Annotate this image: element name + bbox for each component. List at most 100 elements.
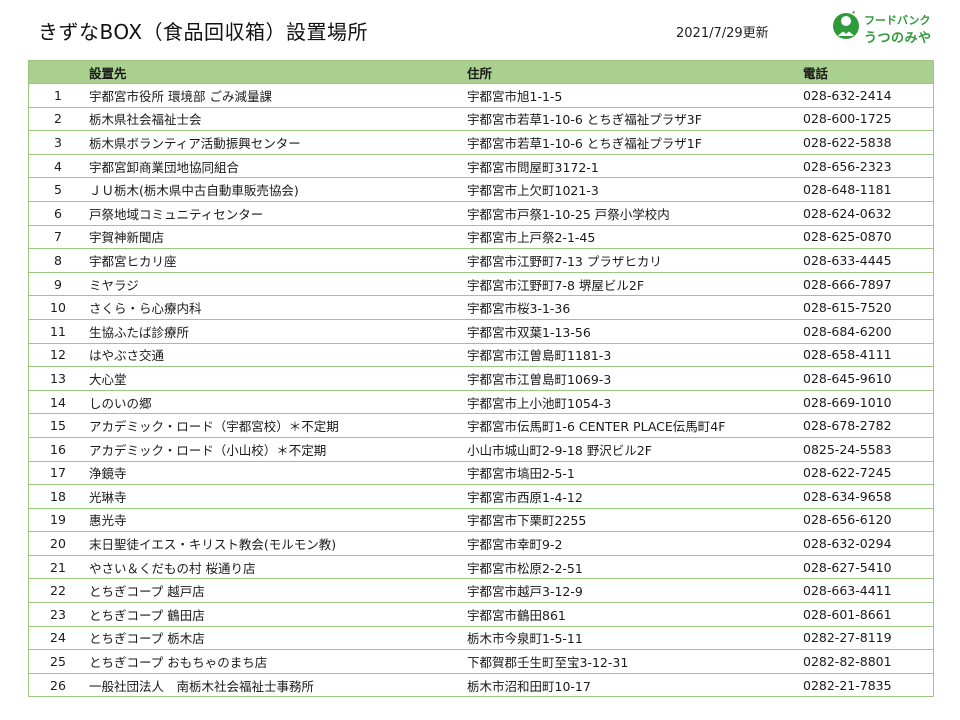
table-row: 4 宇都宮卸商業団地協同組合 宇都宮市問屋町3172-1 028-656-2323 (28, 154, 934, 179)
location-name: 栃木県社会福祉士会 (87, 107, 467, 132)
address: 栃木市沼和田町10-17 (467, 673, 803, 698)
address: 宇都宮市江野町7-8 堺屋ビル2F (467, 272, 803, 297)
location-name: 戸祭地域コミュニティセンター (87, 201, 467, 226)
phone-number: 028-627-5410 (803, 555, 934, 580)
address: 下都賀郡壬生町至宝3-12-31 (467, 649, 803, 674)
location-name: 惠光寺 (87, 508, 467, 533)
phone-number: 028-648-1181 (803, 177, 934, 202)
table-row: 18 光琳寺 宇都宮市西原1-4-12 028-634-9658 (28, 484, 934, 509)
table-row: 24 とちぎコープ 栃木店 栃木市今泉町1-5-11 0282-27-8119 (28, 626, 934, 651)
address: 宇都宮市下栗町2255 (467, 508, 803, 533)
table-row: 7 宇賀神新聞店 宇都宮市上戸祭2-1-45 028-625-0870 (28, 225, 934, 250)
table-header-row: 設置先 住所 電話 (28, 60, 934, 84)
row-number: 11 (28, 319, 87, 344)
row-number: 14 (28, 390, 87, 415)
location-name: 生協ふたば診療所 (87, 319, 467, 344)
location-name: とちぎコープ 栃木店 (87, 626, 467, 651)
address: 宇都宮市鶴田861 (467, 602, 803, 627)
phone-number: 028-632-2414 (803, 83, 934, 108)
location-name: やさい＆くだもの村 桜通り店 (87, 555, 467, 580)
location-name: 宇都宮卸商業団地協同組合 (87, 154, 467, 179)
table-row: 13 大心堂 宇都宮市江曽島町1069-3 028-645-9610 (28, 366, 934, 391)
logo: フードバンク うつのみや (832, 10, 942, 46)
phone-number: 028-615-7520 (803, 295, 934, 320)
location-name: 末日聖徒イエス・キリスト教会(モルモン教) (87, 531, 467, 556)
row-number: 3 (28, 130, 87, 155)
row-number: 19 (28, 508, 87, 533)
phone-number: 028-632-0294 (803, 531, 934, 556)
row-number: 12 (28, 343, 87, 368)
row-number: 22 (28, 578, 87, 604)
table-row: 22 とちぎコープ 越戸店 宇都宮市越戸3-12-9 028-663-4411 (28, 578, 934, 604)
phone-number: 028-645-9610 (803, 366, 934, 391)
row-number: 2 (28, 107, 87, 132)
column-header-phone: 電話 (803, 60, 934, 84)
phone-number: 0282-27-8119 (803, 626, 934, 651)
column-header-number (28, 60, 87, 84)
address: 宇都宮市双葉1-13-56 (467, 319, 803, 344)
address: 宇都宮市江曽島町1069-3 (467, 366, 803, 391)
location-name: 宇賀神新聞店 (87, 225, 467, 250)
table-row: 21 やさい＆くだもの村 桜通り店 宇都宮市松原2-2-51 028-627-5410 (28, 555, 934, 580)
person-with-heart-icon (833, 11, 859, 39)
row-number: 13 (28, 366, 87, 391)
column-header-address: 住所 (467, 60, 803, 84)
row-number: 10 (28, 295, 87, 320)
location-name: はやぶさ交通 (87, 343, 467, 368)
phone-number: 028-622-5838 (803, 130, 934, 155)
table-body: 1 宇都宮市役所 環境部 ごみ減量課 宇都宮市旭1-1-5 028-632-2414 2… (28, 83, 934, 698)
row-number: 9 (28, 272, 87, 297)
row-number: 25 (28, 649, 87, 674)
address: 宇都宮市上小池町1054-3 (467, 390, 803, 415)
address: 宇都宮市西原1-4-12 (467, 484, 803, 509)
row-number: 8 (28, 248, 87, 273)
phone-number: 0282-21-7835 (803, 673, 934, 698)
location-name: とちぎコープ おもちゃのまち店 (87, 649, 467, 674)
phone-number: 028-624-0632 (803, 201, 934, 226)
address: 栃木市今泉町1-5-11 (467, 626, 803, 651)
row-number: 16 (28, 437, 87, 462)
page-title: きずなBOX（食品回収箱）設置場所 (38, 20, 369, 44)
table-row: 2 栃木県社会福祉士会 宇都宮市若草1-10-6 とちぎ福祉プラザ3F 028-600… (28, 107, 934, 132)
row-number: 1 (28, 83, 87, 108)
phone-number: 028-678-2782 (803, 413, 934, 438)
row-number: 6 (28, 201, 87, 226)
location-name: 大心堂 (87, 366, 467, 391)
location-name: 宇都宮ヒカリ座 (87, 248, 467, 273)
table-row: 6 戸祭地域コミュニティセンター 宇都宮市戸祭1-10-25 戸祭小学校内 028-6… (28, 201, 934, 226)
updated-date: 2021/7/29更新 (676, 26, 769, 41)
table-row: 26 一般社団法人 南栃木社会福祉士事務所 栃木市沼和田町10-17 0282-21-… (28, 673, 934, 698)
phone-number: 028-625-0870 (803, 225, 934, 250)
phone-number: 028-634-9658 (803, 484, 934, 509)
location-name: ミヤラジ (87, 272, 467, 297)
phone-number: 0825-24-5583 (803, 437, 934, 462)
address: 宇都宮市伝馬町1-6 CENTER PLACE伝馬町4F (467, 413, 803, 438)
row-number: 17 (28, 461, 87, 486)
location-name: 栃木県ボランティア活動振興センター (87, 130, 467, 155)
table-row: 1 宇都宮市役所 環境部 ごみ減量課 宇都宮市旭1-1-5 028-632-2414 (28, 83, 934, 108)
phone-number: 0282-82-8801 (803, 649, 934, 674)
phone-number: 028-656-2323 (803, 154, 934, 179)
table-row: 23 とちぎコープ 鶴田店 宇都宮市鶴田861 028-601-8661 (28, 602, 934, 627)
address: 宇都宮市上欠町1021-3 (467, 177, 803, 202)
address: 宇都宮市若草1-10-6 とちぎ福祉プラザ1F (467, 130, 803, 155)
locations-table: 設置先 住所 電話 1 宇都宮市役所 環境部 ごみ減量課 宇都宮市旭1-1-5 028… (28, 60, 934, 698)
phone-number: 028-600-1725 (803, 107, 934, 132)
table-row: 19 惠光寺 宇都宮市下栗町2255 028-656-6120 (28, 508, 934, 533)
table-row: 17 浄鏡寺 宇都宮市塙田2-5-1 028-622-7245 (28, 461, 934, 486)
address: 宇都宮市上戸祭2-1-45 (467, 225, 803, 250)
address: 宇都宮市江野町7-13 プラザヒカリ (467, 248, 803, 273)
location-name: ＪＵ栃木(栃木県中古自動車販売協会) (87, 177, 467, 202)
table-row: 8 宇都宮ヒカリ座 宇都宮市江野町7-13 プラザヒカリ 028-633-4445 (28, 248, 934, 273)
table-row: 12 はやぶさ交通 宇都宮市江曽島町1181-3 028-658-4111 (28, 343, 934, 368)
address: 宇都宮市越戸3-12-9 (467, 578, 803, 604)
location-name: さくら・ら心療内科 (87, 295, 467, 320)
location-name: 光琳寺 (87, 484, 467, 509)
row-number: 4 (28, 154, 87, 179)
address: 宇都宮市松原2-2-51 (467, 555, 803, 580)
address: 宇都宮市若草1-10-6 とちぎ福祉プラザ3F (467, 107, 803, 132)
logo-text-line2: うつのみや (864, 31, 932, 46)
phone-number: 028-601-8661 (803, 602, 934, 627)
table-row: 9 ミヤラジ 宇都宮市江野町7-8 堺屋ビル2F 028-666-7897 (28, 272, 934, 297)
row-number: 26 (28, 673, 87, 698)
